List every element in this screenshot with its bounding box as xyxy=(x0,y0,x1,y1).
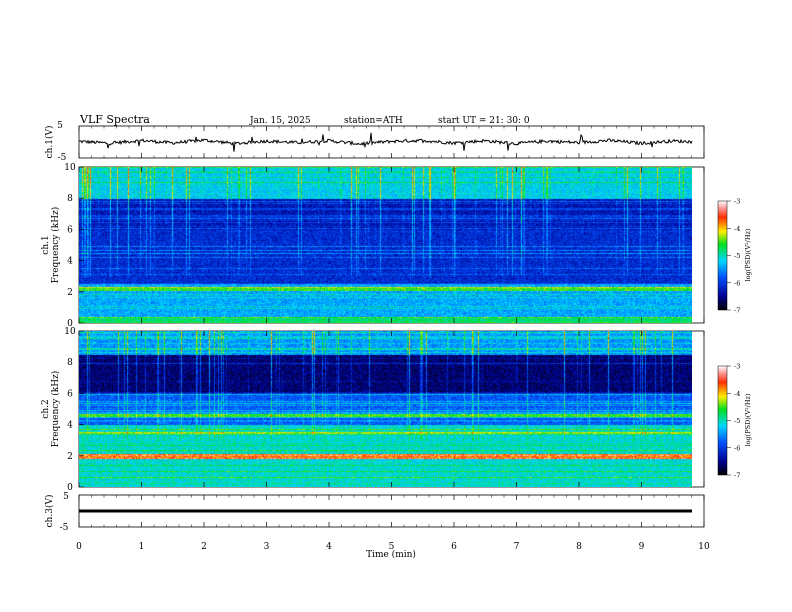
x-tick-label: 0 xyxy=(76,542,82,552)
freq-tick-label: 2 xyxy=(67,452,73,462)
x-tick-label: 4 xyxy=(326,542,332,552)
freq-tick-label: 10 xyxy=(64,163,76,173)
freq-tick-label: 0 xyxy=(67,319,73,329)
freq-tick-label: 0 xyxy=(67,483,73,493)
ch1-colorbar: -3 -4 -5 -6 -7 log(PSD)(V²/Hz) xyxy=(717,198,752,315)
colorbar-tick-label: -5 xyxy=(734,252,740,260)
ch2-colorbar: -3 -4 -5 -6 -7 log(PSD)(V²/Hz) xyxy=(717,363,752,480)
freq-tick-label: 6 xyxy=(67,225,73,235)
ch1-ytick-bottom: -5 xyxy=(58,153,67,163)
x-tick-label: 10 xyxy=(698,542,710,552)
freq-tick-label: 4 xyxy=(67,257,73,267)
colorbar-tick-label: -7 xyxy=(734,307,740,315)
ch1-spec-ylabel: Frequency (kHz) xyxy=(50,207,61,284)
colorbar-tick-label: -6 xyxy=(734,279,740,287)
spectrogram-image xyxy=(79,167,692,323)
x-tick-label: 8 xyxy=(576,542,582,552)
ch1-waveform-line xyxy=(78,132,693,152)
ch2-spec-ylabel-channel: ch.2 xyxy=(41,399,51,418)
ch1-colorbar-label: log(PSD)(V²/Hz) xyxy=(744,228,752,281)
freq-tick-label: 10 xyxy=(64,327,76,337)
ch1-ylabel: ch.1(V) xyxy=(44,126,55,159)
ch3-ytick-top: 5 xyxy=(63,492,69,502)
x-axis-ticks: 0 1 2 3 4 5 6 7 8 9 10 xyxy=(76,126,710,552)
freq-tick-label: 8 xyxy=(67,194,73,204)
x-tick-label: 6 xyxy=(451,542,457,552)
station-label: station=ATH xyxy=(344,116,403,126)
freq-tick-label: 2 xyxy=(67,288,73,298)
x-tick-label: 7 xyxy=(514,542,520,552)
ch1-spec-yticks: 0 2 4 6 8 10 xyxy=(64,163,84,329)
ch3-ylabel: ch.3(V) xyxy=(44,495,55,528)
spectrogram-image xyxy=(79,331,692,487)
x-tick-label: 1 xyxy=(139,542,145,552)
x-axis-label: Time (min) xyxy=(366,549,416,560)
colorbar-tick-label: -7 xyxy=(734,472,740,480)
start-time-label: start UT = 21: 30: 0 xyxy=(438,116,530,126)
ch2-spec-yticks: 0 2 4 6 8 10 xyxy=(64,327,84,493)
colorbar-tick-label: -5 xyxy=(734,417,740,425)
x-tick-label: 9 xyxy=(639,542,645,552)
colorbar-tick-label: -6 xyxy=(734,444,740,452)
figure-title: VLF Spectra xyxy=(79,113,150,126)
ch2-spectrogram xyxy=(79,331,692,487)
ch1-spec-ylabel-channel: ch.1 xyxy=(41,235,51,254)
colorbar-tick-label: -3 xyxy=(734,363,740,371)
freq-tick-label: 8 xyxy=(67,358,73,368)
x-tick-label: 3 xyxy=(264,542,270,552)
ch3-ytick-bottom: -5 xyxy=(60,523,69,533)
ch2-spec-ylabel: Frequency (kHz) xyxy=(50,371,61,448)
colorbar-tick-label: -3 xyxy=(734,198,740,206)
x-tick-label: 5 xyxy=(389,542,395,552)
ch1-spectrogram xyxy=(79,167,692,323)
x-tick-label: 2 xyxy=(201,542,207,552)
colorbar-tick-label: -4 xyxy=(734,225,740,233)
freq-tick-label: 6 xyxy=(67,389,73,399)
ch1-ytick-top: 5 xyxy=(57,121,63,131)
colorbar-tick-label: -4 xyxy=(734,390,740,398)
ch2-colorbar-label: log(PSD)(V²/Hz) xyxy=(744,393,752,446)
freq-tick-label: 4 xyxy=(67,421,73,431)
date-label: Jan. 15, 2025 xyxy=(249,116,311,126)
